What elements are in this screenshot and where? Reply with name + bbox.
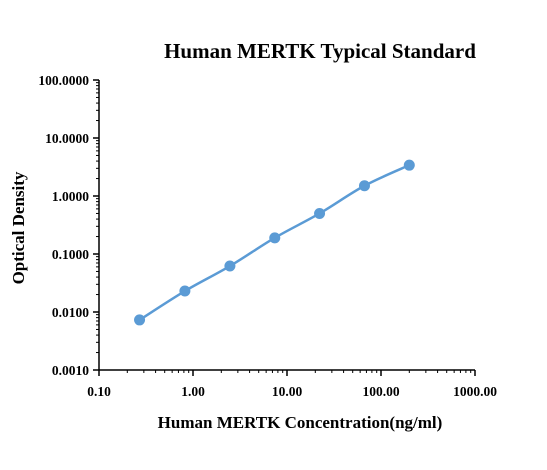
plot-area bbox=[134, 159, 415, 326]
y-tick-label: 1.0000 bbox=[52, 189, 89, 204]
x-tick-label: 100.00 bbox=[362, 384, 399, 399]
data-point bbox=[358, 180, 370, 192]
y-axis-label: Optical Density bbox=[9, 171, 28, 284]
x-tick-label: 10.00 bbox=[272, 384, 303, 399]
data-point bbox=[269, 232, 281, 244]
data-point bbox=[403, 159, 415, 171]
y-tick-label: 0.1000 bbox=[52, 247, 89, 262]
x-tick-label: 0.10 bbox=[87, 384, 111, 399]
x-axis-label: Human MERTK Concentration(ng/ml) bbox=[158, 413, 443, 432]
x-tick-label: 1.00 bbox=[181, 384, 205, 399]
x-tick-label: 1000.00 bbox=[453, 384, 497, 399]
data-point bbox=[224, 260, 236, 272]
y-tick-label: 0.0100 bbox=[52, 305, 89, 320]
data-point bbox=[134, 314, 146, 326]
axes: 0.0010 0.0100 0.1000 1.0000 10.0000 100.0000 0… bbox=[38, 73, 497, 399]
y-tick-label: 100.0000 bbox=[38, 73, 89, 88]
chart-title: Human MERTK Typical Standard bbox=[164, 39, 476, 63]
data-point bbox=[314, 207, 326, 219]
data-point bbox=[179, 285, 191, 297]
y-tick-label: 10.0000 bbox=[45, 131, 89, 146]
y-tick-label: 0.0010 bbox=[52, 363, 89, 378]
